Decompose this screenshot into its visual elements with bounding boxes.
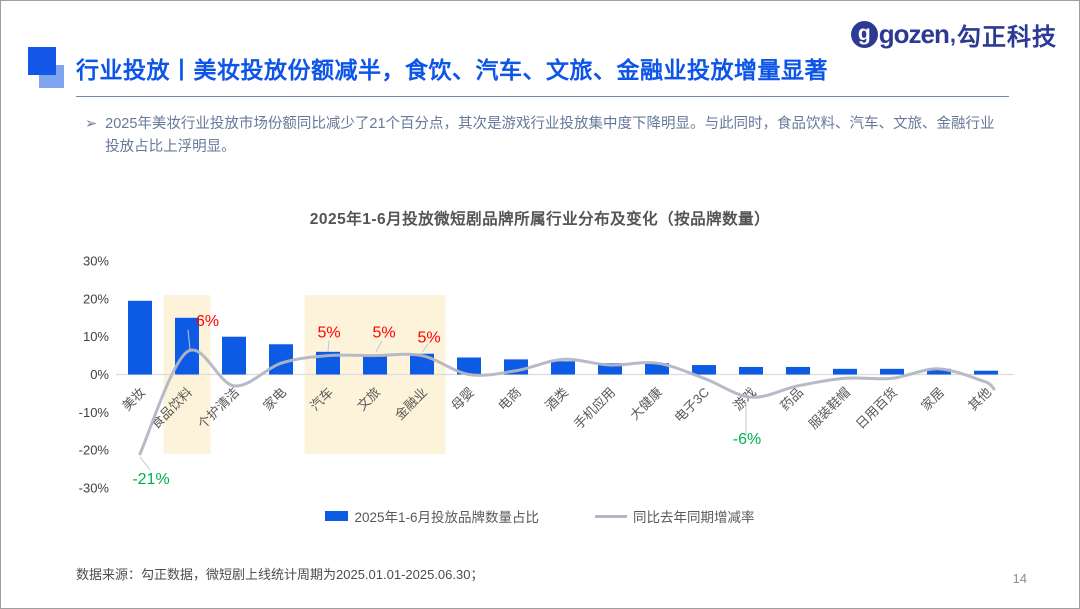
legend-item-bars: 2025年1-6月投放品牌数量占比 bbox=[325, 506, 539, 526]
svg-text:美妆: 美妆 bbox=[119, 385, 148, 414]
svg-text:游戏: 游戏 bbox=[730, 385, 759, 414]
logo-cn-text: 勾正科技 bbox=[957, 24, 1057, 51]
svg-text:-10%: -10% bbox=[79, 405, 110, 420]
svg-text:30%: 30% bbox=[83, 254, 109, 269]
logo-separator: , bbox=[949, 21, 956, 47]
svg-text:6%: 6% bbox=[196, 313, 219, 330]
svg-text:-6%: -6% bbox=[733, 431, 761, 448]
svg-text:电商: 电商 bbox=[495, 385, 524, 414]
svg-text:手机应用: 手机应用 bbox=[571, 385, 618, 432]
data-source-note: 数据来源：勾正数据，微短剧上线统计周期为2025.01.01-2025.06.3… bbox=[76, 567, 484, 582]
page-number: 14 bbox=[1012, 571, 1027, 586]
industry-chart-svg: 30%20%10%0%-10%-20%-30%美妆 食品饮料 个护清洁 家电 汽车 文旅金… bbox=[79, 254, 1014, 495]
chart-legend: 2025年1-6月投放品牌数量占比 同比去年同期增减率 bbox=[1, 506, 1079, 526]
key-finding-bullet: ➢ 2025年美妆行业投放市场份额同比减少了21个百分点，其次是游戏行业投放集中… bbox=[85, 113, 1005, 159]
legend-line-label: 同比去年同期增减率 bbox=[633, 510, 755, 525]
legend-item-line: 同比去年同期增减率 bbox=[595, 506, 755, 526]
bullet-arrow-icon: ➢ bbox=[85, 116, 98, 132]
title-underline bbox=[76, 96, 1009, 97]
svg-text:-30%: -30% bbox=[79, 480, 110, 495]
gozen-logo-icon: g bbox=[850, 21, 878, 48]
svg-text:0%: 0% bbox=[90, 367, 109, 382]
svg-text:其他: 其他 bbox=[965, 385, 994, 414]
svg-text:家居: 家居 bbox=[918, 385, 947, 414]
svg-text:母婴: 母婴 bbox=[448, 385, 477, 414]
bullet-text: 2025年美妆行业投放市场份额同比减少了21个百分点，其次是游戏行业投放集中度下… bbox=[105, 116, 995, 156]
svg-text:电子3C: 电子3C bbox=[671, 385, 712, 426]
svg-text:服装鞋帽: 服装鞋帽 bbox=[806, 385, 853, 432]
svg-text:5%: 5% bbox=[417, 330, 440, 347]
svg-text:-20%: -20% bbox=[79, 443, 110, 458]
title-marker-dark-square bbox=[28, 47, 56, 75]
chart-title: 2025年1-6月投放微短剧品牌所属行业分布及变化（按品牌数量） bbox=[309, 211, 771, 228]
title-marker-icon bbox=[28, 47, 66, 89]
svg-text:家电: 家电 bbox=[260, 385, 289, 414]
svg-text:20%: 20% bbox=[83, 291, 109, 306]
bar-series-swatch-icon bbox=[325, 511, 349, 521]
svg-text:5%: 5% bbox=[372, 325, 395, 342]
svg-text:-21%: -21% bbox=[132, 471, 169, 488]
svg-text:10%: 10% bbox=[83, 329, 109, 344]
svg-text:大健康: 大健康 bbox=[627, 385, 665, 423]
svg-text:酒类: 酒类 bbox=[542, 385, 571, 414]
logo-latin-text: gozen bbox=[878, 19, 950, 49]
svg-text:日用百货: 日用百货 bbox=[853, 385, 900, 432]
line-series-swatch-icon bbox=[595, 514, 628, 518]
svg-text:5%: 5% bbox=[317, 325, 340, 342]
company-logo: g gozen, 勾正科技 bbox=[850, 17, 1057, 52]
page-title: 行业投放丨美妆投放份额减半，食饮、汽车、文旅、金融业投放增量显著 bbox=[76, 57, 828, 83]
legend-bar-label: 2025年1-6月投放品牌数量占比 bbox=[354, 510, 540, 525]
industry-chart: 30% 20% 10% 0% -10% -20% -30% 美妆 食品饮料 个护清洁 家电 汽车 文旅金… bbox=[59, 249, 1034, 501]
